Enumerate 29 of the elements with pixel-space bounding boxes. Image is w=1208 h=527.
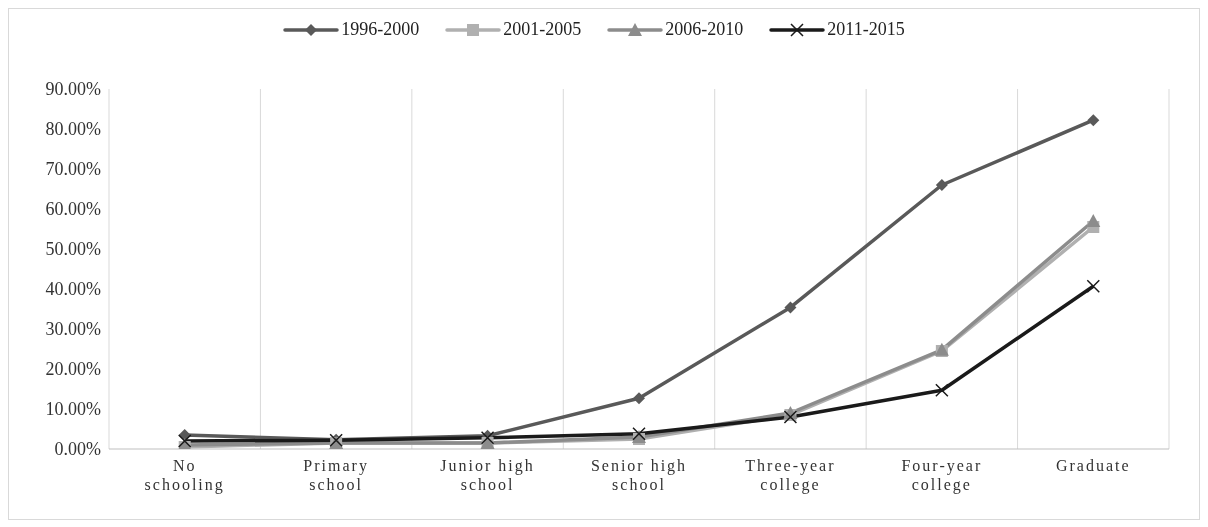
legend-label: 2006-2010	[665, 19, 744, 40]
legend-label: 2001-2005	[503, 19, 582, 40]
x-tick-label: Junior high school	[440, 457, 535, 493]
point	[1086, 279, 1101, 293]
x-tick-label: Primary school	[303, 457, 369, 493]
x-tick-label: No schooling	[144, 457, 225, 494]
point	[177, 434, 192, 448]
point	[1086, 214, 1101, 227]
y-tick-label: 30.00%	[45, 319, 101, 340]
y-tick-label: 60.00%	[45, 199, 101, 220]
y-tick-label: 80.00%	[45, 119, 101, 140]
y-tick-label: 10.00%	[45, 399, 101, 420]
point	[633, 392, 645, 405]
y-tick-label: 20.00%	[45, 359, 101, 380]
y-tick-label: 90.00%	[45, 79, 101, 100]
legend-label: 2011-2015	[827, 19, 905, 40]
point	[784, 301, 797, 314]
y-tick-label: 50.00%	[45, 239, 101, 260]
y-tick-label: 70.00%	[45, 159, 101, 180]
x-tick-label: Three-year college	[745, 457, 836, 494]
legend-label: 1996-2000	[341, 19, 420, 40]
x-tick-label: Senior high school	[590, 457, 688, 493]
y-tick-label: 0.00%	[54, 439, 101, 460]
x-tick-label: Graduate	[1055, 457, 1131, 474]
point	[935, 383, 949, 397]
point	[935, 179, 948, 191]
y-tick-label: 40.00%	[45, 279, 101, 300]
point	[1087, 114, 1100, 127]
x-tick-label: Four-year college	[901, 457, 983, 494]
